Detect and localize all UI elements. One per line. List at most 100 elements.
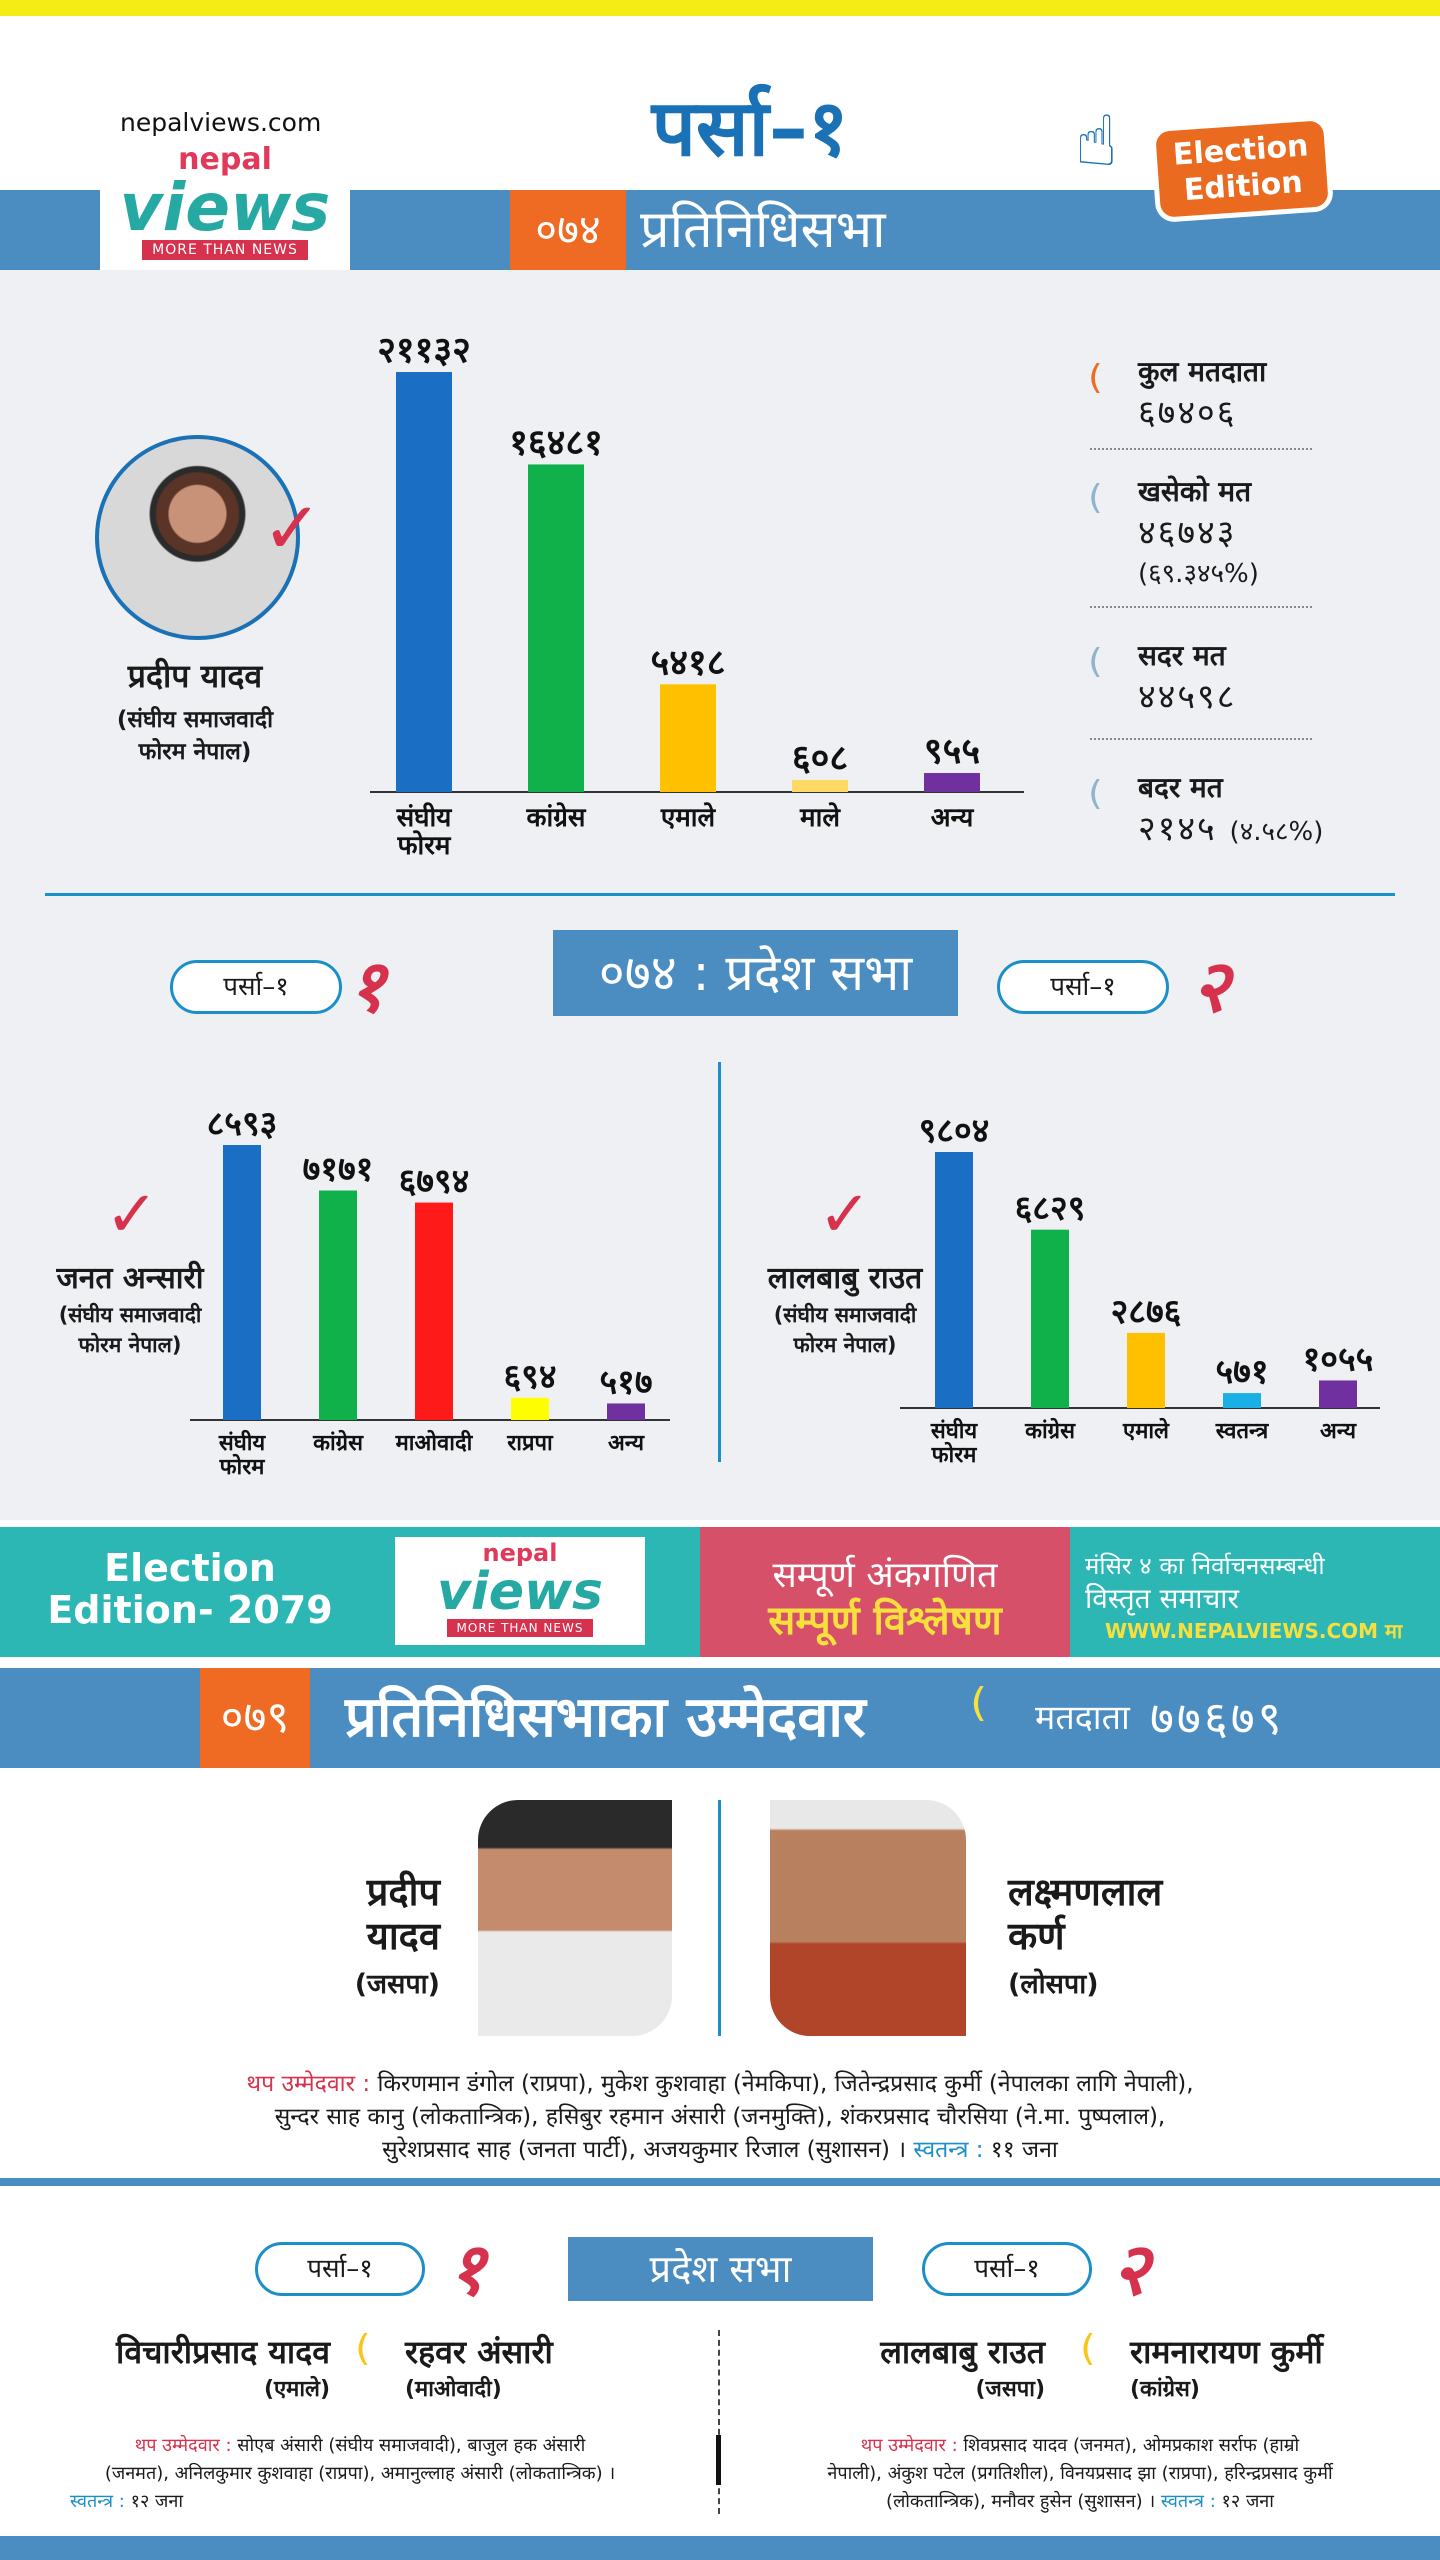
chart-category-label: फोरम [219,1453,266,1480]
candidate-divider [718,1800,721,2036]
chart-category-label: अन्य [931,803,975,833]
band-year: ०७४ [510,190,626,270]
chart-category-label: संघीय [930,1417,979,1444]
chart-category-label: माओवादी [395,1429,474,1456]
party-line1: (संघीय समाजवादी [773,1303,917,1327]
chart-data-label: ९५५ [924,731,980,772]
pradesh1-other: थप उम्मेदवार : सोएब अंसारी (संघीय समाजवा… [30,2432,690,2516]
party-line2: फोरम नेपाल) [793,1333,897,1357]
banner-website-link[interactable]: WWW.NEPALVIEWS.COM मा [1105,1619,1403,1643]
site-url[interactable]: nepalviews.com [120,108,322,137]
cand-name-line2: कर्ण [1008,1914,1065,1958]
chart-bar [660,684,716,792]
pill-right-constituency: पर्सा–१ [922,2242,1092,2296]
independent-value: १२ जना [1221,2491,1274,2512]
cand-party: (जसपा) [354,1969,440,2000]
chart-bar [223,1145,261,1420]
chart-bar [1223,1393,1261,1408]
chart-category-label: संघीय [396,802,453,833]
other-label: थप उम्मेदवार [134,2435,220,2456]
stat-divider [1090,448,1312,450]
band-title: प्रतिनिधिसभा [640,200,886,260]
chart-bar [396,372,452,792]
other-line3: सुरेशप्रसाद साह (जनता पार्टी), अजयकुमार … [60,2134,1380,2167]
winner-party-line2: फोरम नेपाल) [138,739,252,765]
chart-category-label: स्वतन्त्र [1215,1419,1269,1444]
cand-party: (लोसपा) [1008,1969,1099,2000]
pradesh1-cand2: रहवर अंसारी (माओवादी) [405,2330,695,2403]
label-colon: : [945,2435,964,2456]
chart-data-label: ६९४ [503,1357,556,1397]
chart-bar [511,1397,549,1420]
candidate-right-name: लक्ष्मणलाल कर्ण (लोसपा) [1008,1870,1228,2001]
chart-category-label: एमाले [1122,1417,1170,1444]
stat-invalid-votes: ⁽ बदर मत २१४५ (४.५८%) [1088,768,1350,858]
stat-divider [1090,738,1312,740]
constituency-number-right: २ [1112,2227,1150,2311]
label-colon: : [968,2137,991,2163]
section-divider [45,893,1395,896]
stat-divider [1090,606,1312,608]
top-accent-strip [0,0,1440,16]
constituency-number-left: १ [348,944,386,1028]
chart-category-label: फोरम [931,1441,978,1468]
cand-party: (एमाले) [263,2377,330,2402]
election-edition-badge: Election Edition [1155,120,1329,218]
party-line1: (संघीय समाजवादी [58,1303,202,1327]
stat-bracket-icon: ⁽ [1088,473,1103,543]
chart-bar [935,1152,973,1408]
chart-data-label: ९८०४ [919,1111,990,1151]
chart-category-label: अन्य [608,1431,645,1456]
promo-banner[interactable]: Election Edition- 2079 nepal views MORE … [0,1527,1440,1657]
independent-value: ११ जना [990,2137,1058,2163]
chart-data-label: २८७६ [1111,1292,1182,1332]
candidate-left-name: प्रदीप यादव (जसपा) [320,1870,440,2001]
nepalviews-logo[interactable]: nepal views MORE THAN NEWS [100,140,350,270]
chart-bar [415,1202,453,1420]
pradesh-box-2079: प्रदेश सभा [568,2237,873,2301]
other-text3: (लोकतान्त्रिक), मनौवर हुसेन (सुशासन) । [886,2491,1156,2512]
independent-label: स्वतन्त्र [70,2491,114,2512]
pill-right-constituency: पर्सा–१ [997,960,1169,1014]
cand-party: (माओवादी) [405,2377,502,2402]
cand-name-line1: लक्ष्मणलाल [1008,1870,1163,1914]
chart-data-label: ६०८ [792,738,848,779]
other-text3: सुरेशप्रसाद साह (जनता पार्टी), अजयकुमार … [382,2137,907,2163]
other-line3: (लोकतान्त्रिक), मनौवर हुसेन (सुशासन) । स… [740,2488,1420,2516]
chart-category-label: कांग्रेस [526,802,587,833]
chart-category-label: कांग्रेस [1024,1417,1076,1444]
chart-data-label: १०५५ [1303,1339,1374,1379]
party-line2: फोरम नेपाल) [78,1333,182,1357]
banner-right-line1: मंसिर ४ का निर्वाचनसम्बन्धी [1085,1552,1325,1580]
chart-bar [924,773,980,792]
pradesh-box-2074: ०७४ : प्रदेश सभा [553,930,958,1016]
logo-tagline: MORE THAN NEWS [142,240,308,260]
band2-bracket-icon: ⁽ [970,1674,988,1756]
chart-data-label: ५७१ [1215,1352,1268,1392]
chart-data-label: ५४१८ [651,642,726,683]
banner-left-line2: Edition- 2079 [47,1588,333,1632]
label-colon: : [355,2071,378,2097]
stat-sub: (६९.३४५%) [1138,559,1259,589]
stat-valid-votes: ⁽ सदर मत ४४५९८ [1088,636,1350,740]
cand-name: विचारीप्रसाद यादव [116,2333,330,2371]
other-line1: थप उम्मेदवार : शिवप्रसाद यादव (जनमत), ओम… [740,2432,1420,2460]
cand-name-line1: प्रदीप [366,1870,440,1914]
constituency-number-left: १ [448,2227,486,2311]
chart-data-label: ५१७ [599,1362,652,1402]
pradesh2-winner-name: लालबाबु राउत [767,1261,923,1296]
pradesh1-winner-party: (संघीय समाजवादी फोरम नेपाल) [20,1300,240,1360]
federal-2074-bar-chart: २११३२ संघीयफोरम १६४८१ कांग्रेस ५४१८ एमाले ६०८ म… [370,330,1024,861]
page-title: पर्सा–१ [651,84,849,174]
pradesh2-winner-party: (संघीय समाजवादी फोरम नेपाल) [735,1300,955,1360]
chart-category-label: एमाले [660,802,717,833]
chart-data-label: २११३२ [377,330,471,371]
stat-label: सदर मत [1138,639,1226,672]
winner-check-icon: ✓ [105,1178,159,1252]
chart-bar [1031,1229,1069,1408]
stat-value: २१४५ (४.५८%) [1138,804,1323,850]
label-colon: : [113,2491,131,2512]
stat-value: ६७४०६ [1138,393,1237,433]
other-line3: स्वतन्त्र : १२ जना [30,2488,690,2516]
stat-votes-cast: ⁽ खसेको मत ४६७४३ (६९.३४५%) [1088,472,1350,612]
